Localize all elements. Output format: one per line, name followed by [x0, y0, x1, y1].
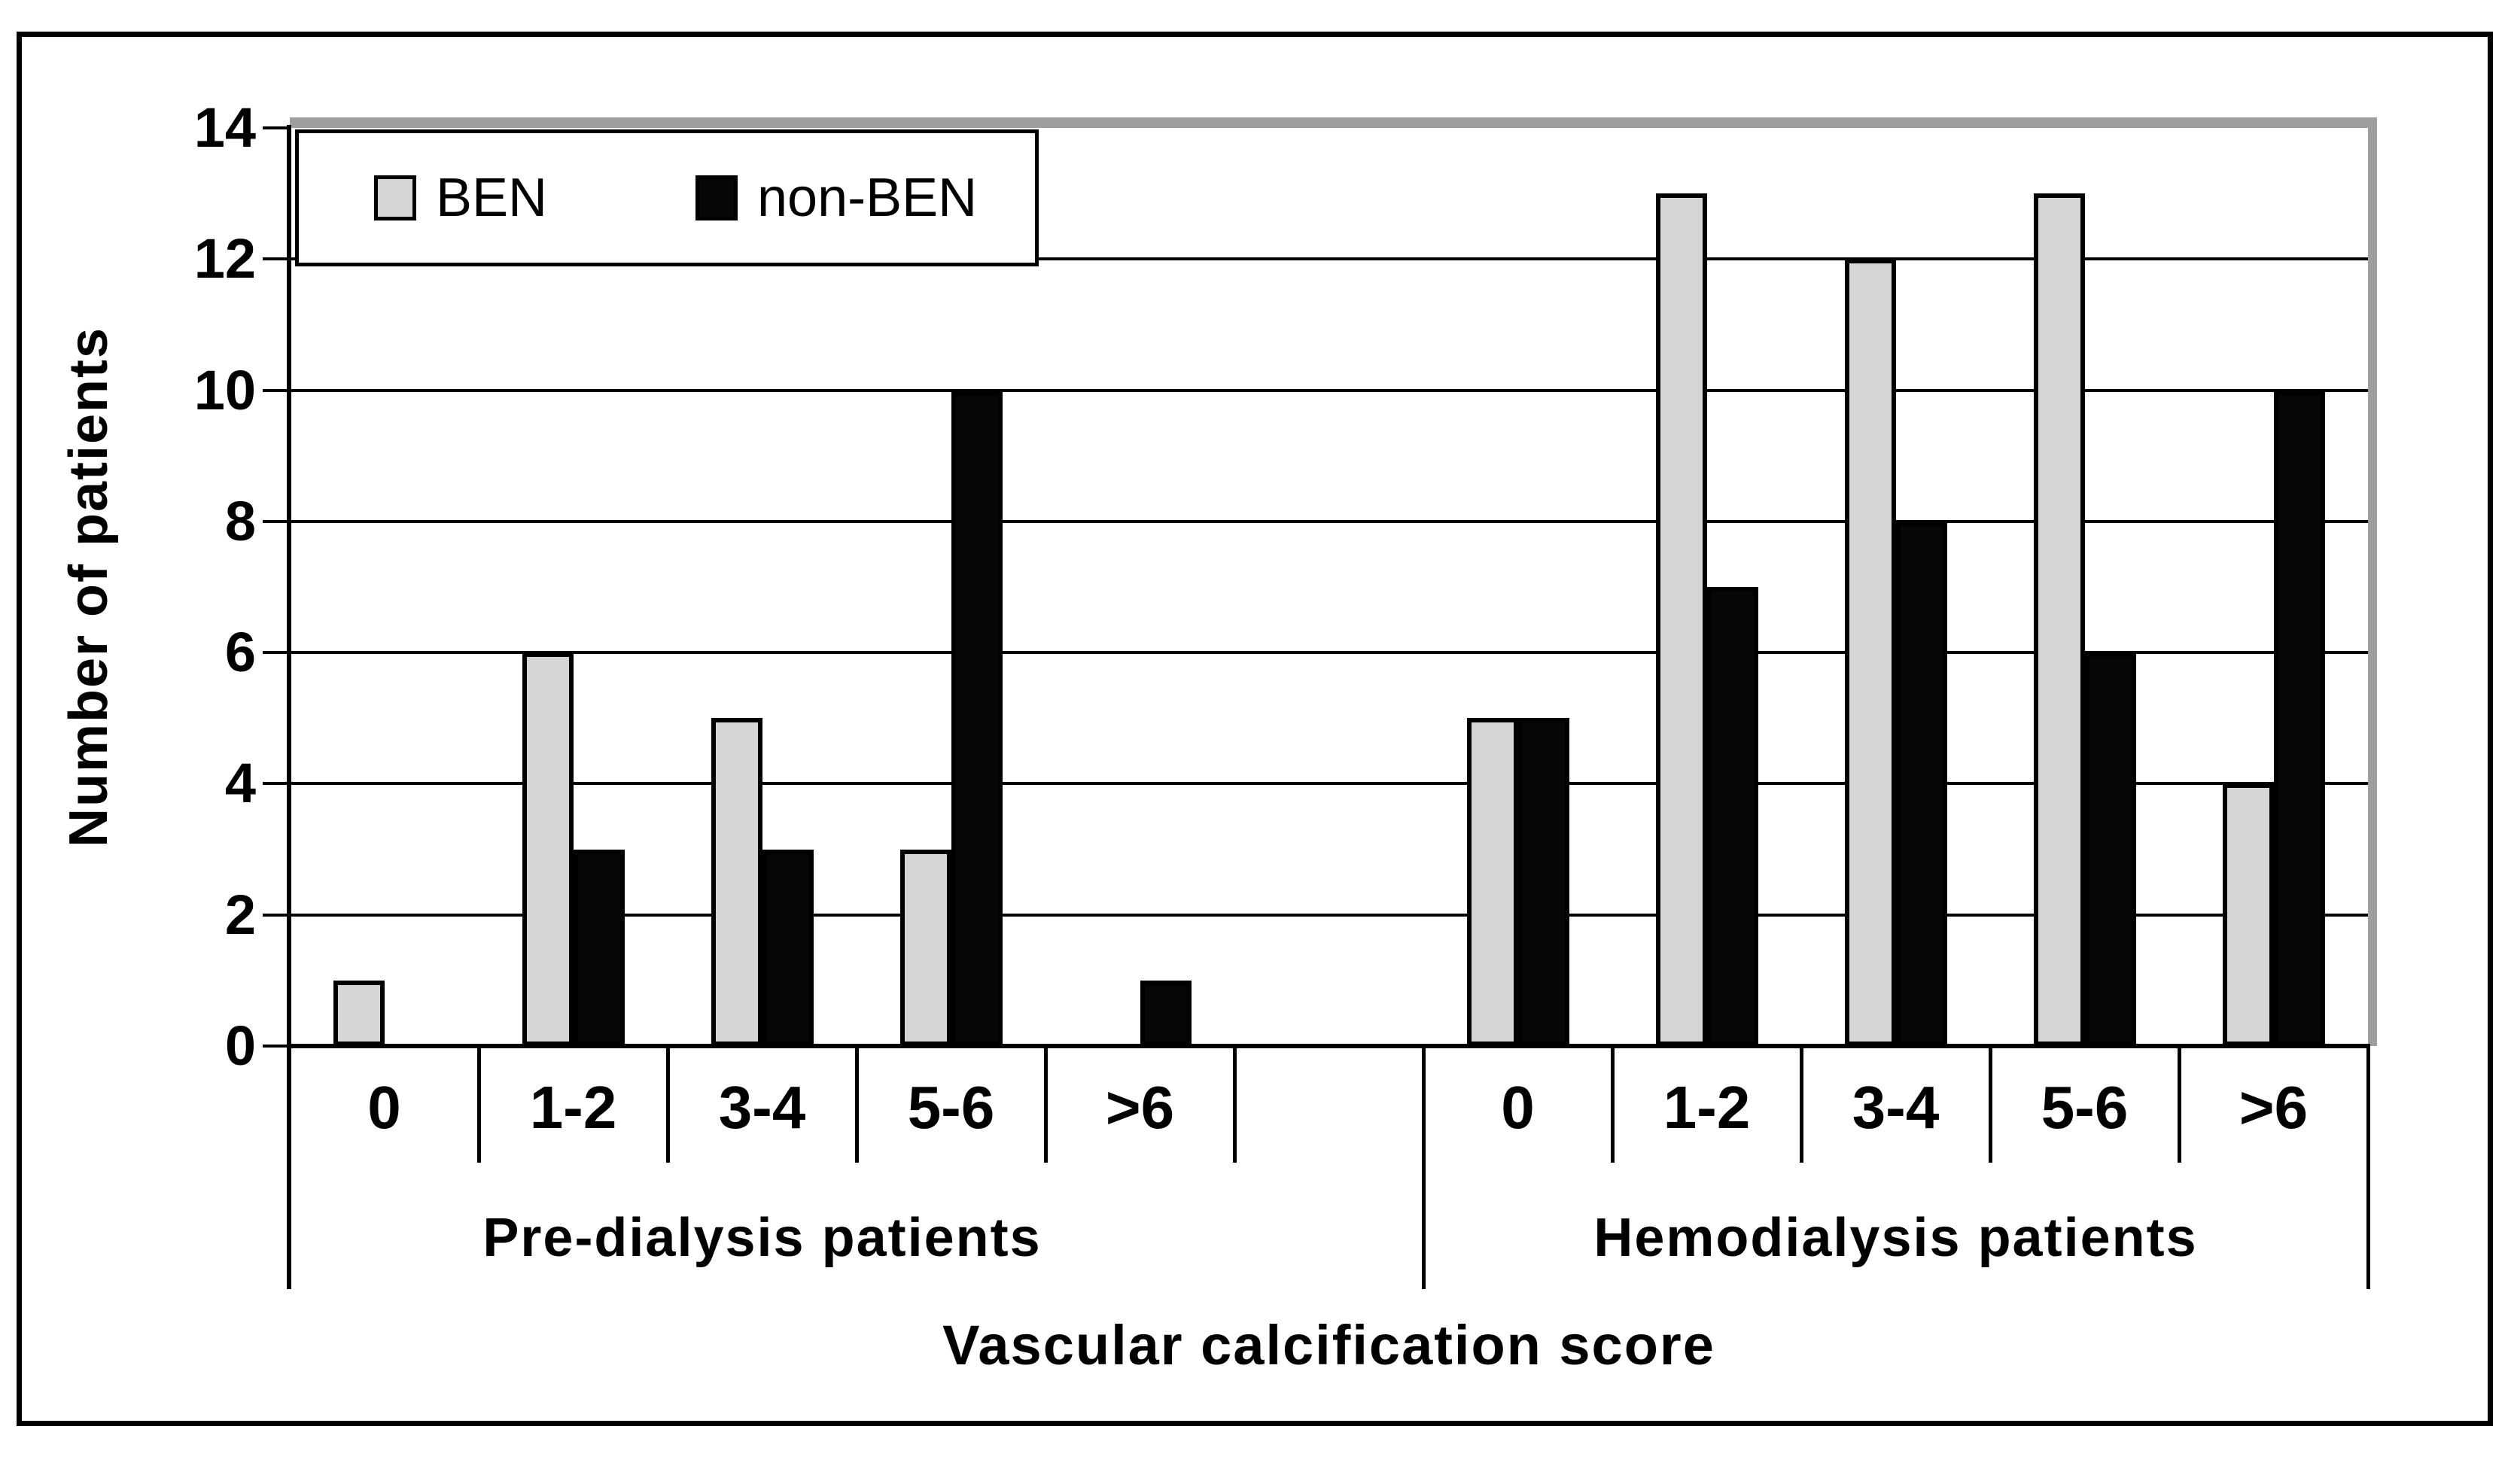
group-boundary-line [1422, 1046, 1426, 1289]
x-category-label: 0 [1501, 1073, 1535, 1141]
bar-ben-pre-dialysis-1-2 [522, 652, 574, 1046]
bar-ben-pre-dialysis-5-6 [899, 849, 951, 1046]
bar-nonben-hemodialysis-0 [1517, 718, 1569, 1046]
bar-nonben-hemodialysis-3-4 [1895, 521, 1947, 1046]
x-group-label: Hemodialysis patients [1593, 1208, 2198, 1268]
category-separator [1233, 1046, 1237, 1163]
y-tick-label-10: 10 [193, 358, 256, 421]
plot-shadow-top [290, 117, 2377, 128]
x-category-label: 1-2 [529, 1073, 617, 1141]
gridline-4 [290, 782, 2368, 786]
y-tick-0 [263, 1045, 290, 1048]
y-tick-label-6: 6 [224, 621, 256, 684]
category-separator [2178, 1046, 2181, 1163]
category-separator [855, 1046, 859, 1163]
bar-nonben-hemodialysis-1-2 [1706, 587, 1758, 1046]
bar-nonben-hemodialysis-5-6 [2084, 652, 2136, 1046]
y-tick-4 [263, 782, 290, 786]
y-tick-label-8: 8 [224, 489, 256, 552]
legend: BEN non-BEN [295, 129, 1039, 266]
y-tick-label-2: 2 [224, 883, 256, 946]
x-category-label: 3-4 [718, 1073, 806, 1141]
legend-entry-ben: BEN [374, 133, 547, 263]
category-separator [1044, 1046, 1048, 1163]
category-separator [1989, 1046, 1992, 1163]
x-category-label: 5-6 [2041, 1073, 2129, 1141]
bar-ben-pre-dialysis-3-4 [711, 718, 762, 1046]
bar-ben-hemodialysis-1-2 [1655, 193, 1707, 1046]
bar-ben-hemodialysis-0 [1466, 718, 1518, 1046]
bar-nonben-pre-dialysis-1-2 [573, 849, 625, 1046]
y-tick-6 [263, 651, 290, 655]
category-separator [666, 1046, 670, 1163]
category-separator [1800, 1046, 1803, 1163]
gridline-8 [290, 519, 2368, 523]
x-category-label: 5-6 [907, 1073, 995, 1141]
bar-nonben-pre-dialysis-3-4 [762, 849, 814, 1046]
y-tick-label-0: 0 [224, 1014, 256, 1077]
figure-border [17, 32, 2493, 1426]
bar-ben-hemodialysis-5-6 [2033, 193, 2085, 1046]
x-category-label: >6 [1105, 1073, 1175, 1141]
gridline-6 [290, 651, 2368, 655]
y-tick-2 [263, 913, 290, 917]
group-boundary-line [2366, 1046, 2370, 1289]
bar-nonben-hemodialysis->6 [2273, 390, 2325, 1046]
category-separator [477, 1046, 481, 1163]
legend-swatch-ben [374, 175, 416, 220]
gridline-10 [290, 388, 2368, 392]
legend-entry-non-ben: non-BEN [695, 133, 977, 263]
bar-ben-pre-dialysis-0 [333, 980, 385, 1046]
x-group-label: Pre-dialysis patients [482, 1208, 1042, 1268]
y-tick-label-12: 12 [193, 227, 256, 290]
y-tick-label-14: 14 [193, 96, 256, 159]
x-axis-title: Vascular calcification score [942, 1313, 1715, 1376]
y-axis-line [287, 125, 291, 1289]
category-separator [1611, 1046, 1615, 1163]
x-category-label: 1-2 [1663, 1073, 1751, 1141]
gridline-2 [290, 913, 2368, 917]
y-tick-label-4: 4 [224, 752, 256, 815]
bar-nonben-pre-dialysis->6 [1140, 980, 1192, 1046]
legend-label-non-ben: non-BEN [757, 168, 978, 228]
legend-label-ben: BEN [436, 168, 548, 228]
x-axis-line [287, 1044, 2370, 1048]
y-tick-14 [263, 126, 290, 129]
bar-ben-hemodialysis->6 [2222, 783, 2274, 1046]
plot-shadow-right [2368, 117, 2377, 1046]
y-tick-8 [263, 519, 290, 523]
legend-swatch-non-ben [695, 175, 738, 220]
x-category-label: 0 [367, 1073, 401, 1141]
y-tick-12 [263, 257, 290, 261]
gridline-12 [290, 257, 2368, 261]
bar-ben-hemodialysis-3-4 [1844, 259, 1896, 1046]
y-tick-10 [263, 388, 290, 392]
x-category-label: 3-4 [1852, 1073, 1940, 1141]
x-category-label: >6 [2239, 1073, 2309, 1141]
bar-nonben-pre-dialysis-5-6 [951, 390, 1003, 1046]
